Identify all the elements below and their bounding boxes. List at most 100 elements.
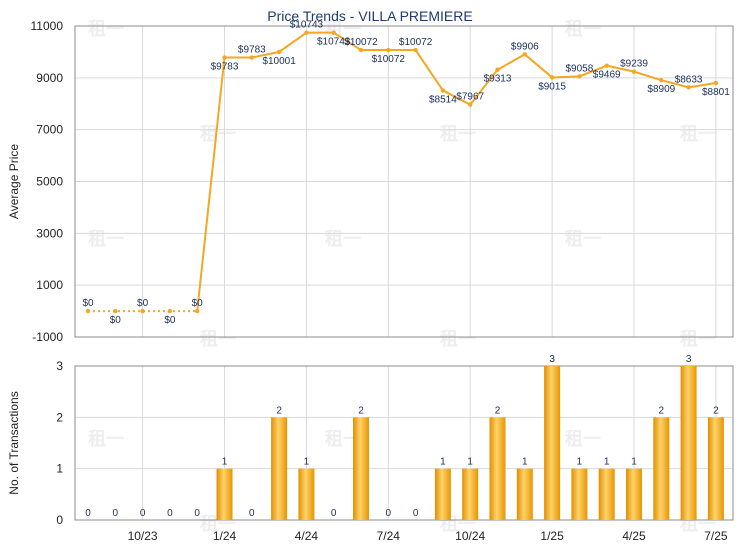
transaction-bar — [353, 417, 369, 520]
transaction-bar — [516, 468, 533, 520]
transaction-data-label: 0 — [194, 508, 200, 519]
transaction-data-label: 0 — [140, 508, 146, 519]
watermark-text: 租一 — [680, 123, 716, 144]
price-point — [276, 49, 282, 55]
price-point — [249, 55, 254, 60]
price-point — [549, 75, 555, 80]
x-tick-label: 7/24 — [377, 529, 401, 543]
watermark-text: 租一 — [440, 328, 476, 349]
watermark-text: 租一 — [200, 123, 236, 144]
watermark-text: 租一 — [680, 328, 716, 349]
transaction-data-label: 1 — [222, 457, 228, 468]
watermark-text: 租一 — [565, 428, 601, 449]
price-data-label: $9906 — [511, 41, 539, 52]
price-data-label: $0 — [82, 298, 94, 309]
price-data-label: $10001 — [262, 56, 296, 67]
transaction-data-label: 1 — [467, 457, 473, 468]
transaction-data-label: 2 — [713, 405, 719, 416]
transaction-data-label: 1 — [577, 457, 583, 468]
price-data-label: $0 — [110, 315, 122, 326]
price-data-label: $8801 — [702, 87, 730, 98]
price-y-axis-label: Average Price — [7, 144, 21, 219]
price-data-label: $9058 — [565, 63, 593, 74]
x-tick-label: 7/25 — [704, 529, 728, 543]
watermark-text: 租一 — [440, 123, 476, 144]
x-tick-label: 4/25 — [622, 529, 646, 543]
transactions-plot-frame — [74, 365, 734, 521]
price-point — [195, 308, 200, 314]
price-point — [631, 69, 637, 74]
transaction-data-label: 2 — [495, 405, 501, 416]
price-data-label: $8514 — [429, 94, 457, 105]
transaction-data-label: 0 — [85, 508, 91, 519]
y-tick-label: 0 — [56, 513, 63, 527]
transaction-data-label: 2 — [358, 405, 364, 416]
y-tick-label: 1000 — [36, 278, 63, 292]
x-tick-label: 4/24 — [295, 529, 319, 543]
price-data-label: $10072 — [344, 37, 378, 48]
price-data-label: $8909 — [647, 84, 675, 95]
transaction-bar — [626, 468, 642, 520]
x-tick-label: 1/25 — [540, 529, 564, 543]
price-data-label: $0 — [137, 298, 149, 309]
price-data-label: $9783 — [211, 62, 239, 73]
price-data-label: $10743 — [290, 20, 324, 31]
transaction-data-label: 1 — [631, 457, 637, 468]
y-tick-label: 3000 — [36, 226, 63, 240]
price-point — [577, 74, 582, 79]
price-point — [495, 67, 500, 72]
transaction-bar — [462, 468, 479, 520]
watermark-text: 租一 — [88, 228, 124, 249]
transaction-data-label: 1 — [440, 457, 446, 468]
x-tick-label: 10/23 — [128, 529, 158, 543]
price-point — [222, 55, 227, 60]
price-data-label: $9239 — [620, 59, 648, 70]
x-tick-label: 1/24 — [213, 529, 237, 543]
y-tick-label: 3 — [56, 359, 63, 373]
transaction-bar — [707, 417, 724, 520]
transaction-data-label: 2 — [659, 405, 665, 416]
watermark-text: 租一 — [325, 228, 361, 249]
price-data-label: $0 — [164, 315, 176, 326]
transaction-data-label: 0 — [331, 508, 337, 519]
price-point — [386, 47, 391, 53]
price-data-label: $9313 — [484, 74, 512, 85]
watermark-text: 租一 — [565, 18, 601, 39]
price-point — [522, 52, 527, 57]
price-plot-frame — [74, 25, 734, 338]
price-point — [659, 77, 664, 83]
transaction-data-label: 0 — [167, 508, 173, 519]
price-point — [167, 308, 173, 314]
price-data-label: $10072 — [372, 54, 406, 65]
transaction-bar — [271, 417, 288, 520]
price-data-label: $0 — [192, 298, 204, 309]
transaction-bar — [434, 468, 451, 520]
transaction-bar — [680, 366, 697, 520]
watermark-text: 租一 — [200, 328, 236, 349]
price-point — [440, 88, 446, 93]
chart-title: Price Trends - VILLA PREMIERE — [267, 8, 472, 24]
price-data-label: $10072 — [399, 37, 433, 48]
y-tick-label: 5000 — [36, 175, 63, 189]
transaction-bar — [298, 468, 315, 520]
y-tick-label: 7000 — [36, 123, 63, 137]
price-data-label: $8633 — [675, 74, 703, 85]
transactions-y-axis-label: No. of Transactions — [7, 391, 21, 494]
price-line — [196, 31, 717, 312]
price-point — [140, 308, 145, 314]
price-point — [686, 85, 691, 90]
price-point — [113, 308, 118, 314]
watermark-text: 租一 — [88, 18, 124, 39]
transaction-data-label: 0 — [113, 508, 119, 519]
transaction-bar — [216, 468, 233, 520]
price-point — [468, 102, 473, 107]
y-tick-label: 9000 — [36, 71, 63, 85]
price-data-label: $9469 — [593, 70, 621, 81]
price-point — [713, 80, 719, 86]
y-tick-label: 1 — [56, 462, 63, 476]
transaction-bar — [598, 468, 615, 520]
price-point — [331, 30, 336, 35]
price-point — [85, 308, 91, 314]
watermark-text: 租一 — [88, 428, 124, 449]
